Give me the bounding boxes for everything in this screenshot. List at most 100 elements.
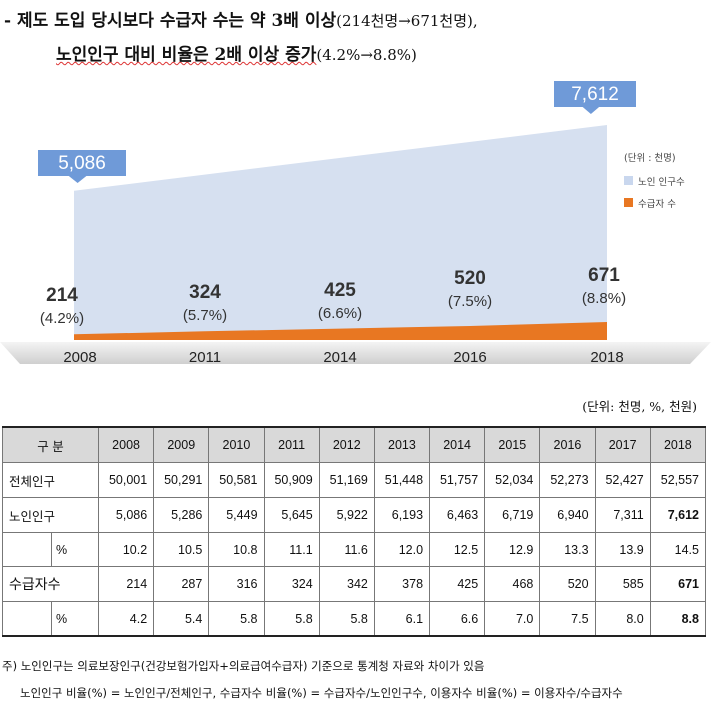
table-cell: 4.2 bbox=[99, 602, 154, 637]
year-header: 2018 bbox=[650, 427, 705, 463]
table-cell: 51,448 bbox=[374, 463, 429, 498]
table-cell: 50,581 bbox=[209, 463, 264, 498]
x-tick-label: 2016 bbox=[453, 349, 486, 366]
legend-label-population: 노인 인구수 bbox=[638, 177, 685, 188]
table-cell: 11.6 bbox=[319, 533, 374, 567]
table-cell: 520 bbox=[540, 567, 595, 602]
table-cell: 51,169 bbox=[319, 463, 374, 498]
row-label: % bbox=[52, 602, 99, 637]
row-label: 수급자수 bbox=[3, 567, 99, 602]
year-header: 2009 bbox=[154, 427, 209, 463]
year-header: 2017 bbox=[595, 427, 650, 463]
table-cell: 11.1 bbox=[264, 533, 319, 567]
table-cell: 468 bbox=[485, 567, 540, 602]
legend-swatch-population bbox=[624, 176, 633, 185]
table-cell: 6,940 bbox=[540, 498, 595, 533]
recipient-value-label: 671 bbox=[588, 265, 620, 286]
year-header: 2014 bbox=[430, 427, 485, 463]
heading-line-1-main: - 제도 도입 당시보다 수급자 수는 약 3배 이상 bbox=[4, 11, 336, 31]
blank-cell bbox=[3, 602, 52, 637]
table-cell: 52,273 bbox=[540, 463, 595, 498]
table-cell: 7,311 bbox=[595, 498, 650, 533]
table-cell: 8.8 bbox=[650, 602, 705, 637]
table-row-elderly-ratio: % 10.2 10.5 10.8 11.1 11.6 12.0 12.5 12.… bbox=[3, 533, 706, 567]
year-header: 2015 bbox=[485, 427, 540, 463]
legend-unit: (단위 : 천명) bbox=[624, 152, 676, 164]
footnote-source: 주) 노인인구는 의료보장인구(건강보험가입자+의료급여수급자) 기준으로 통계… bbox=[2, 658, 484, 674]
table-cell: 6.1 bbox=[374, 602, 429, 637]
table-cell: 378 bbox=[374, 567, 429, 602]
year-header: 2012 bbox=[319, 427, 374, 463]
recipient-value-label: 425 bbox=[324, 280, 356, 301]
x-tick-label: 2018 bbox=[590, 349, 623, 366]
table-cell: 52,034 bbox=[485, 463, 540, 498]
recipient-percent-label: (6.6%) bbox=[318, 305, 362, 322]
table-cell: 12.5 bbox=[430, 533, 485, 567]
table-cell: 6,463 bbox=[430, 498, 485, 533]
recipient-value-label: 520 bbox=[454, 268, 486, 289]
table-cell: 50,291 bbox=[154, 463, 209, 498]
table-cell: 5,645 bbox=[264, 498, 319, 533]
table-cell: 7.0 bbox=[485, 602, 540, 637]
table-cell: 8.0 bbox=[595, 602, 650, 637]
table-cell: 316 bbox=[209, 567, 264, 602]
recipient-value-label: 324 bbox=[189, 282, 221, 303]
year-header: 2008 bbox=[99, 427, 154, 463]
table-cell: 5.8 bbox=[264, 602, 319, 637]
table-cell: 12.9 bbox=[485, 533, 540, 567]
start-callout-text: 5,086 bbox=[58, 153, 106, 174]
year-header: 2013 bbox=[374, 427, 429, 463]
recipient-percent-label: (7.5%) bbox=[448, 293, 492, 310]
x-tick-label: 2014 bbox=[323, 349, 356, 366]
footnote-formula: 노인인구 비율(%) = 노인인구/전체인구, 수급자수 비율(%) = 수급자… bbox=[20, 685, 623, 701]
table-corner: 구 분 bbox=[3, 427, 99, 463]
table-cell: 342 bbox=[319, 567, 374, 602]
table-cell: 12.0 bbox=[374, 533, 429, 567]
recipient-value-label: 214 bbox=[46, 285, 78, 306]
year-header: 2011 bbox=[264, 427, 319, 463]
recipient-percent-label: (5.7%) bbox=[183, 307, 227, 324]
end-callout-text: 7,612 bbox=[571, 84, 619, 105]
table-cell: 10.8 bbox=[209, 533, 264, 567]
table-cell: 13.9 bbox=[595, 533, 650, 567]
end-callout-pointer bbox=[583, 107, 599, 114]
row-label: 노인인구 bbox=[3, 498, 99, 533]
table-cell: 52,557 bbox=[650, 463, 705, 498]
table-cell: 287 bbox=[154, 567, 209, 602]
table-cell: 585 bbox=[595, 567, 650, 602]
x-tick-label: 2008 bbox=[63, 349, 96, 366]
year-header: 2016 bbox=[540, 427, 595, 463]
table-cell: 5,286 bbox=[154, 498, 209, 533]
heading-line-1-detail: (214천명→671천명), bbox=[336, 12, 478, 30]
legend-swatch-recipients bbox=[624, 198, 633, 207]
row-label: 전체인구 bbox=[3, 463, 99, 498]
table-cell: 5.4 bbox=[154, 602, 209, 637]
table-cell: 6,193 bbox=[374, 498, 429, 533]
elderly-recipients-area-chart: 214 (4.2%) 2008 324 (5.7%) 2011 425 (6.6%) 2014 5… bbox=[0, 75, 711, 380]
table-cell: 6.6 bbox=[430, 602, 485, 637]
table-cell: 50,001 bbox=[99, 463, 154, 498]
table-cell: 324 bbox=[264, 567, 319, 602]
table-cell: 7.5 bbox=[540, 602, 595, 637]
table-cell: 671 bbox=[650, 567, 705, 602]
table-row-recipient-ratio: % 4.2 5.4 5.8 5.8 5.8 6.1 6.6 7.0 7.5 8.… bbox=[3, 602, 706, 637]
table-cell: 50,909 bbox=[264, 463, 319, 498]
table-row-elderly-population: 노인인구 5,086 5,286 5,449 5,645 5,922 6,193… bbox=[3, 498, 706, 533]
table-header-row: 구 분 2008 2009 2010 2011 2012 2013 2014 2… bbox=[3, 427, 706, 463]
recipient-percent-label: (8.8%) bbox=[582, 290, 626, 307]
start-callout-pointer bbox=[69, 176, 87, 183]
table-cell: 10.2 bbox=[99, 533, 154, 567]
statistics-table: 구 분 2008 2009 2010 2011 2012 2013 2014 2… bbox=[2, 426, 706, 637]
blank-cell bbox=[3, 533, 52, 567]
table-cell: 5,086 bbox=[99, 498, 154, 533]
table-cell: 5.8 bbox=[319, 602, 374, 637]
table-cell: 13.3 bbox=[540, 533, 595, 567]
table-row-total-population: 전체인구 50,001 50,291 50,581 50,909 51,169 … bbox=[3, 463, 706, 498]
heading-line-2-detail: (4.2%→8.8%) bbox=[316, 46, 417, 64]
heading-line-2-main: 노인인구 대비 비율은 2배 이상 증가 bbox=[56, 45, 316, 65]
table-cell: 10.5 bbox=[154, 533, 209, 567]
table-cell: 425 bbox=[430, 567, 485, 602]
heading-line-1: - 제도 도입 당시보다 수급자 수는 약 3배 이상(214천명→671천명)… bbox=[4, 6, 478, 31]
x-tick-label: 2011 bbox=[189, 349, 221, 366]
table-cell: 5,922 bbox=[319, 498, 374, 533]
